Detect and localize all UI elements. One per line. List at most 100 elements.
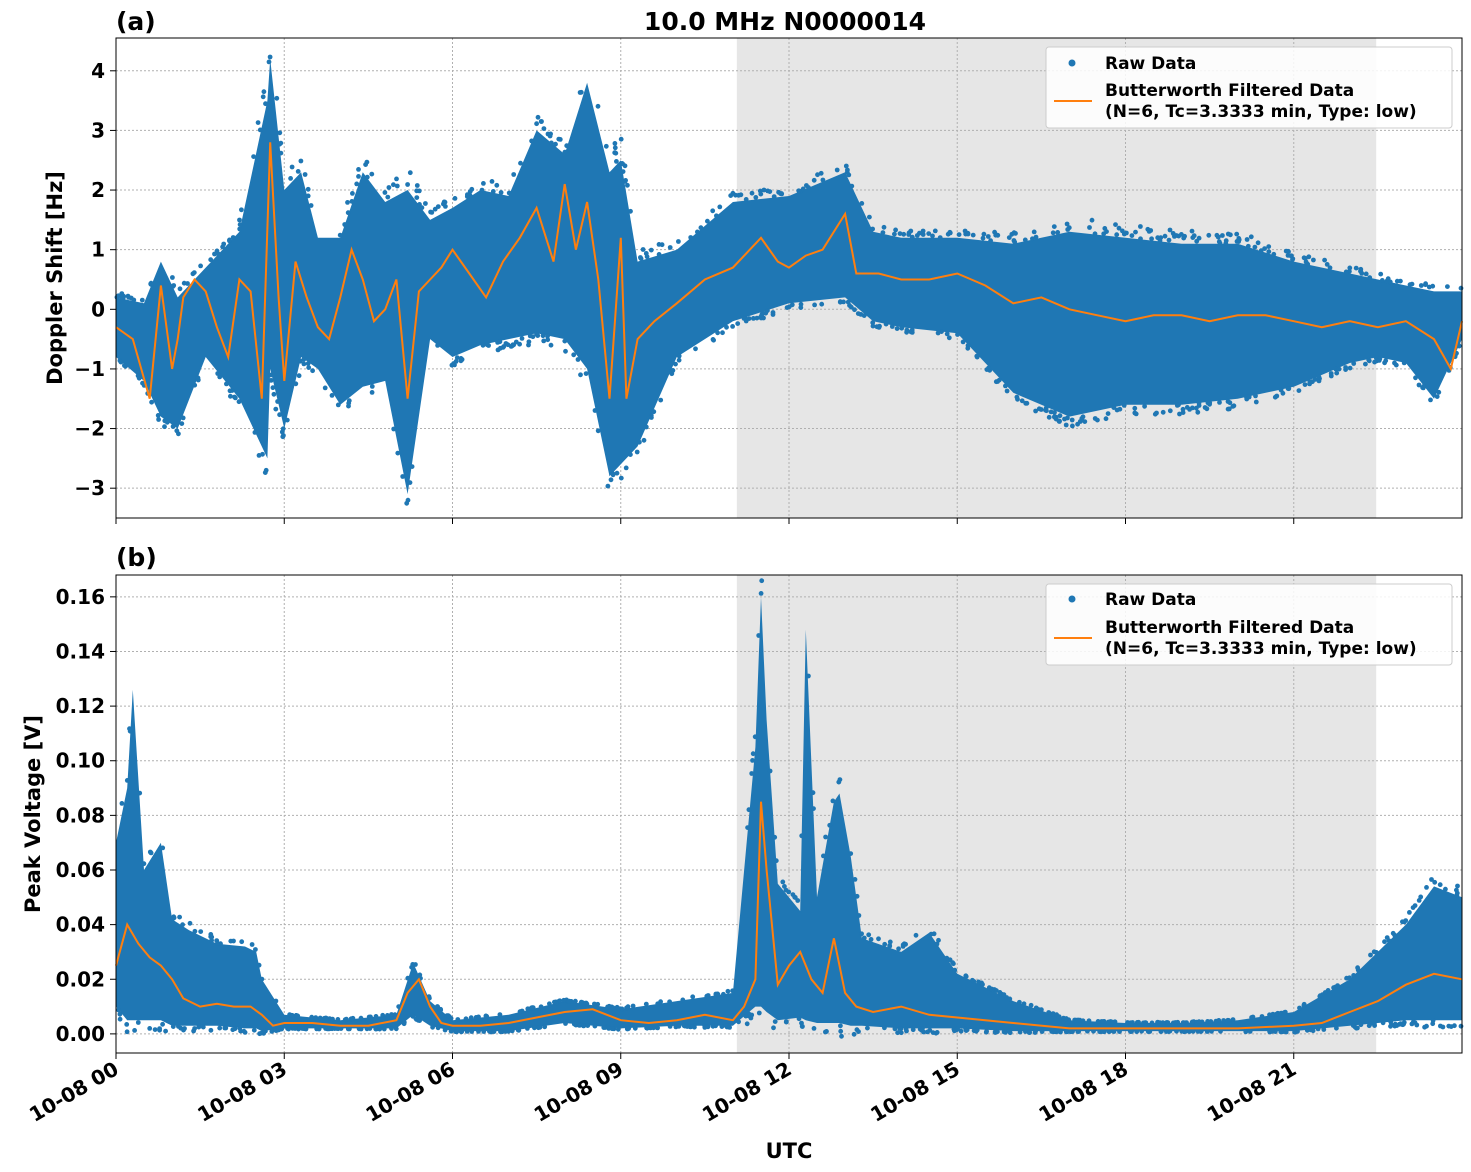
x-axis-label: UTC	[766, 1139, 813, 1163]
raw-data-point	[656, 252, 662, 257]
raw-data-point	[1225, 399, 1231, 404]
raw-data-point	[448, 1028, 454, 1034]
raw-data-point	[743, 318, 749, 324]
raw-data-point	[1017, 1029, 1023, 1035]
raw-data-point	[562, 338, 568, 344]
raw-data-point	[426, 994, 432, 999]
raw-data-point	[1387, 279, 1393, 285]
raw-data-point	[848, 304, 854, 310]
raw-data-point	[414, 195, 420, 201]
raw-data-point	[335, 402, 341, 408]
raw-data-point	[1021, 1001, 1027, 1007]
raw-data-point	[156, 417, 162, 422]
y-tick-label: 2	[91, 178, 105, 202]
raw-data-point	[1372, 1021, 1377, 1027]
raw-data-point	[756, 633, 762, 638]
raw-data-point	[921, 1029, 926, 1035]
raw-data-point	[830, 798, 836, 804]
raw-data-point	[128, 295, 134, 301]
raw-data-point	[643, 1001, 649, 1007]
raw-data-point	[628, 452, 633, 457]
raw-data-point	[1114, 407, 1120, 413]
y-tick-label: 4	[91, 59, 105, 83]
raw-data-point	[296, 373, 302, 379]
raw-data-point	[216, 251, 221, 257]
raw-data-point	[746, 807, 752, 813]
raw-data-point	[628, 208, 633, 214]
raw-data-point	[606, 1026, 612, 1031]
raw-data-point	[1162, 233, 1168, 239]
raw-data-point	[497, 339, 503, 345]
raw-data-point	[1315, 1026, 1321, 1032]
raw-data-point	[1434, 394, 1440, 399]
raw-data-point	[163, 1028, 169, 1034]
panel-b-filtered-line	[115, 801, 1463, 1030]
raw-data-point	[481, 181, 486, 186]
raw-data-point	[843, 163, 849, 169]
raw-data-point	[364, 174, 370, 180]
raw-data-point	[952, 967, 958, 973]
raw-data-point	[996, 377, 1002, 383]
raw-data-point	[174, 428, 180, 434]
raw-data-point	[848, 851, 854, 856]
raw-data-point	[1358, 1022, 1364, 1028]
raw-data-point	[1080, 1018, 1086, 1024]
raw-data-point	[487, 1028, 492, 1034]
raw-data-point	[917, 230, 922, 236]
raw-data-point	[595, 428, 601, 434]
panel-b-raw-data-points	[116, 578, 1464, 1039]
raw-data-point	[458, 356, 464, 361]
raw-data-point	[259, 976, 265, 982]
raw-data-point	[1120, 228, 1125, 234]
raw-data-point	[438, 1007, 444, 1013]
raw-data-point	[494, 182, 500, 188]
panel-b-label: (b)	[116, 543, 157, 572]
raw-data-point	[898, 1030, 904, 1036]
raw-data-point	[1394, 1023, 1400, 1028]
raw-data-point	[892, 231, 897, 237]
raw-data-point	[335, 1017, 341, 1022]
raw-data-point	[887, 939, 893, 945]
raw-data-point	[180, 922, 186, 928]
raw-data-point	[985, 234, 991, 239]
raw-data-point	[1280, 390, 1286, 396]
raw-data-point	[962, 228, 968, 234]
raw-data-point	[854, 893, 860, 899]
raw-data-point	[974, 1027, 980, 1033]
raw-data-point	[676, 357, 682, 363]
raw-data-point	[270, 385, 276, 391]
raw-data-point	[227, 388, 233, 394]
raw-data-point	[1283, 1029, 1289, 1035]
y-tick-label: 0.04	[56, 913, 105, 937]
raw-data-point	[503, 341, 509, 346]
raw-data-point	[610, 472, 616, 478]
raw-data-point	[180, 415, 186, 421]
raw-data-point	[414, 183, 420, 188]
raw-data-point	[1285, 386, 1291, 391]
raw-data-point	[208, 932, 214, 937]
raw-data-point	[1046, 1010, 1052, 1015]
raw-data-point	[640, 247, 646, 252]
raw-data-point	[1290, 257, 1295, 262]
raw-data-point	[162, 424, 167, 430]
raw-data-point	[798, 305, 804, 310]
raw-data-point	[1048, 409, 1054, 415]
raw-data-point	[612, 145, 618, 151]
raw-data-point	[1007, 1030, 1013, 1036]
panel-b-legend-filtered-label-2: (N=6, Tc=3.3333 min, Type: low)	[1105, 639, 1417, 659]
raw-data-point	[1057, 418, 1062, 424]
raw-data-point	[625, 1004, 631, 1010]
raw-data-point	[575, 357, 581, 362]
raw-data-point	[1310, 1028, 1316, 1034]
raw-data-point	[841, 299, 846, 305]
raw-data-point	[1250, 1014, 1256, 1020]
raw-data-point	[1303, 259, 1309, 265]
raw-data-point	[136, 375, 142, 381]
raw-data-point	[799, 1023, 805, 1029]
raw-data-point	[965, 345, 971, 351]
raw-data-point	[859, 931, 864, 937]
raw-data-point	[1429, 877, 1434, 882]
raw-data-point	[772, 1019, 778, 1024]
raw-data-point	[526, 339, 532, 345]
raw-data-point	[170, 916, 176, 921]
